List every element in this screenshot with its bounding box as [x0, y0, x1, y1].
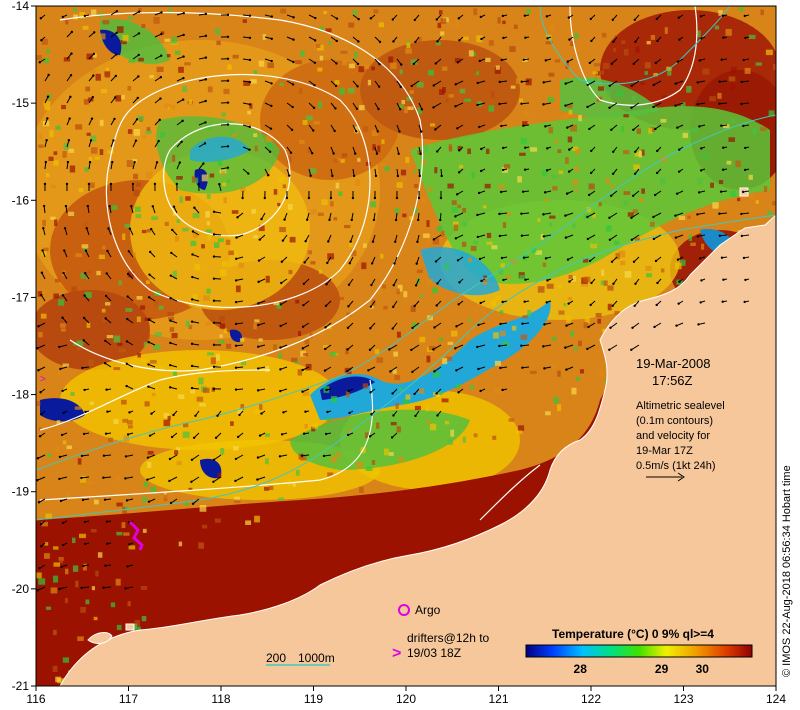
colorbar-title: Temperature (°C) 0 9% ql>=4: [552, 627, 714, 641]
colorbar: [525, 644, 753, 658]
y-tick-label: -20: [12, 582, 30, 596]
island: [125, 623, 135, 631]
x-axis: 116 117 118 119 120 121 122 123 124: [26, 686, 786, 706]
y-tick-label: -14: [12, 0, 30, 13]
y-axis: -14 -15 -16 -17 -18 -19 -20 -21: [12, 0, 36, 693]
y-tick-label: -17: [12, 290, 30, 304]
y-tick-label: -18: [12, 388, 30, 402]
annotation-line: 19-Mar 17Z: [636, 445, 693, 457]
colorbar-tick-label: 30: [696, 662, 710, 676]
drifter-marker: >: [40, 374, 46, 385]
credit-strip: © IMOS 22-Aug-2018 06:56:34 Hobart time: [781, 465, 793, 677]
drifters-label-line1: drifters@12h to: [407, 631, 490, 645]
annotation-line: and velocity for: [636, 430, 710, 442]
y-tick-label: -19: [12, 485, 30, 499]
land-mass: [59, 214, 776, 686]
sealevel-contours: [39, 6, 698, 521]
y-tick-label: -21: [12, 679, 30, 693]
drifters-label-line2: 19/03 18Z: [407, 646, 461, 660]
x-tick-label: 120: [396, 692, 416, 706]
island: [87, 632, 113, 644]
x-tick-label: 119: [304, 692, 323, 706]
colorbar-tick-label: 28: [574, 662, 588, 676]
y-tick-label: -15: [12, 96, 30, 110]
colorbar-ticks: 28 29 30: [574, 662, 710, 676]
date-label: 19-Mar-2008: [636, 356, 710, 371]
isobath-label-left: 200: [266, 651, 286, 665]
time-label: 17:56Z: [652, 373, 693, 388]
colorbar-tick-label: 29: [655, 662, 669, 676]
x-tick-label: 116: [26, 692, 45, 706]
x-tick-label: 124: [766, 692, 786, 706]
x-tick-label: 123: [673, 692, 693, 706]
scale-arrow-head: [677, 472, 685, 482]
x-tick-label: 121: [488, 692, 508, 706]
annotation-line: 0.5m/s (1kt 24h): [636, 460, 715, 472]
sst-speckles: [36, 7, 776, 684]
annotation-line: Altimetric sealevel: [636, 400, 725, 412]
drifter-marker-icon: >: [392, 645, 401, 662]
x-tick-label: 118: [211, 692, 230, 706]
isobath-contours: [36, 6, 776, 521]
isobath-label-right: 1000m: [298, 651, 335, 665]
x-tick-label: 122: [581, 692, 601, 706]
annotation-notes: Altimetric sealevel (0.1m contours) and ve…: [636, 400, 725, 472]
argo-label: Argo: [415, 603, 441, 617]
credit-label: © IMOS 22-Aug-2018 06:56:34 Hobart time: [781, 465, 793, 677]
argo-marker-icon: [398, 604, 410, 616]
drifter-track: [128, 520, 144, 551]
y-tick-label: -16: [12, 193, 30, 207]
velocity-arrows: [36, 9, 750, 592]
x-tick-label: 117: [119, 692, 138, 706]
annotation-line: (0.1m contours): [636, 415, 713, 427]
